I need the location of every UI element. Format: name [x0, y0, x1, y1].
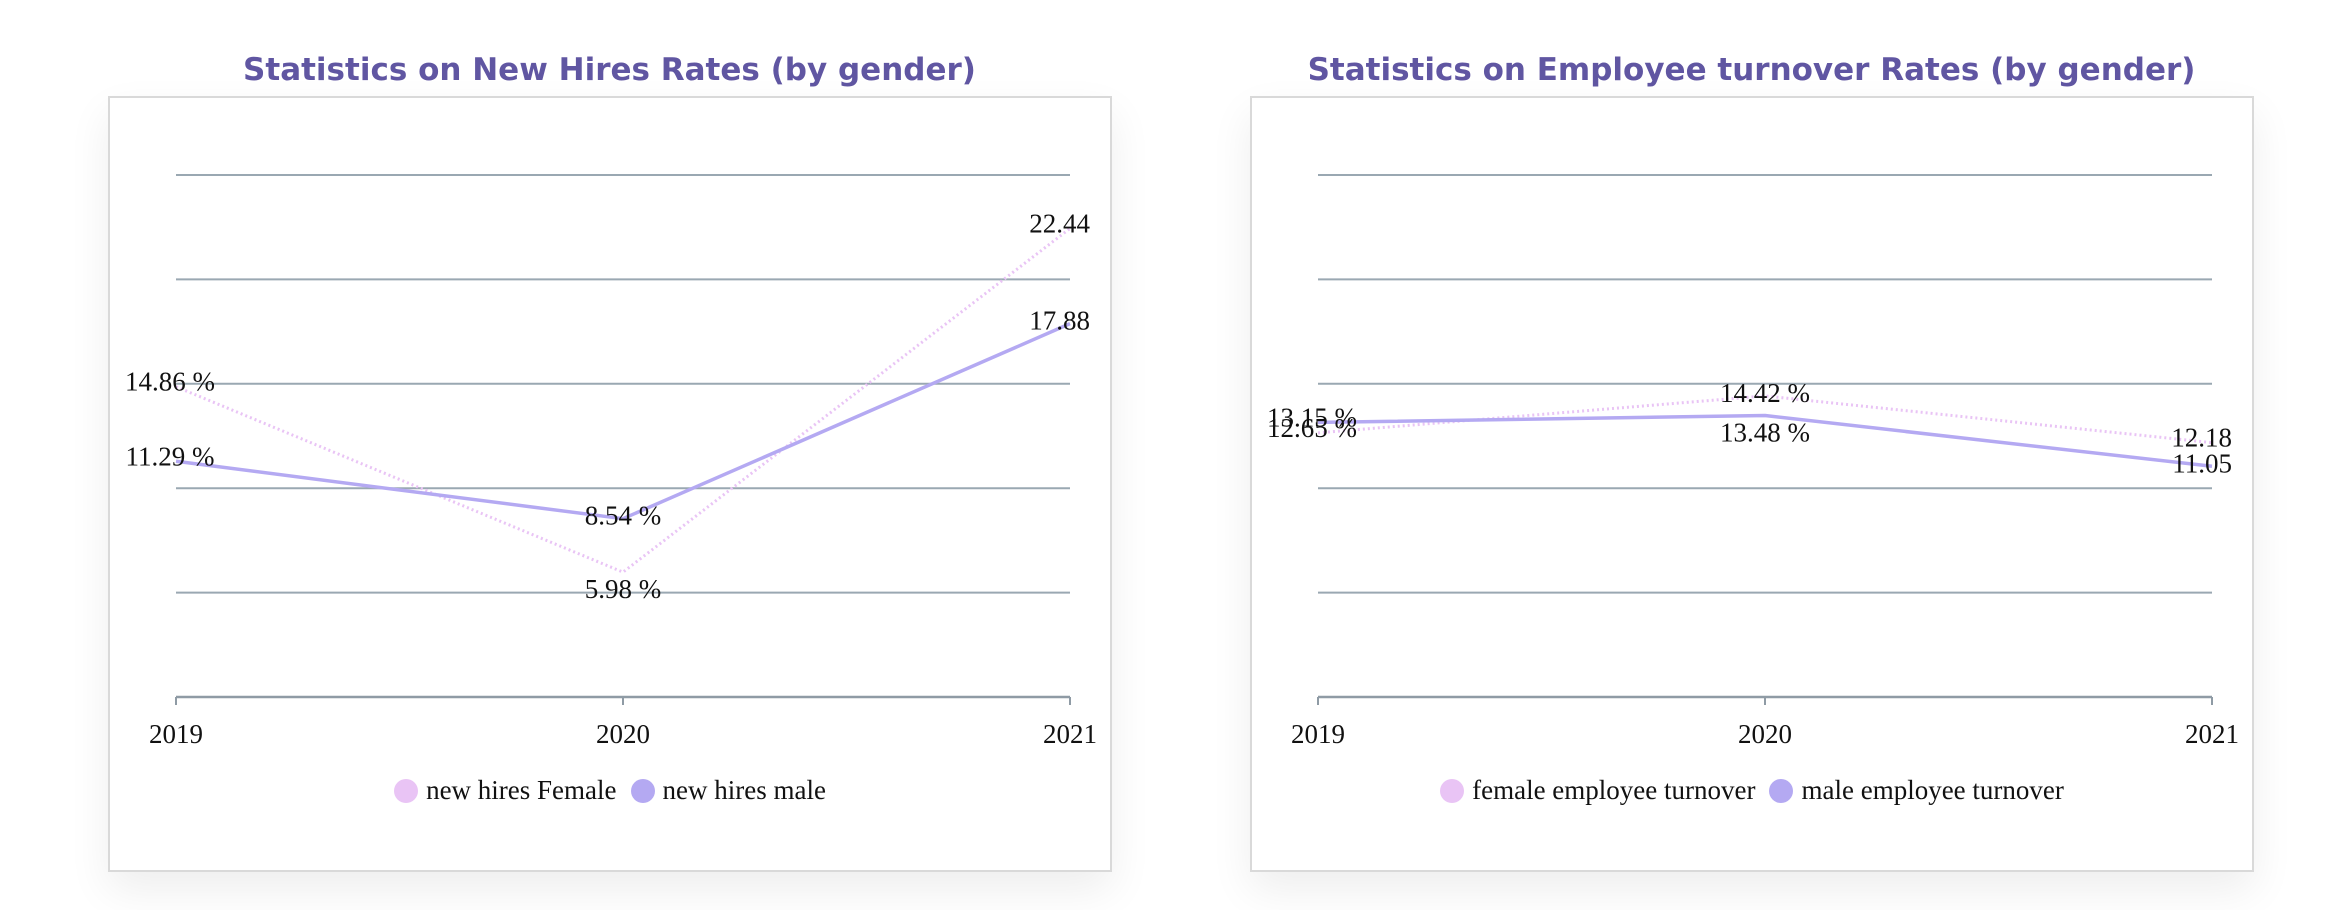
chart-plot: 2019 2020 2021 12.65 % 14.42 % 12.18 13.15 % 13… [1267, 174, 2239, 749]
data-label: 14.42 % [1720, 378, 1810, 408]
legend-item-female[interactable]: new hires Female [394, 775, 617, 806]
legend-item-male[interactable]: male employee turnover [1769, 775, 2064, 806]
legend-swatch [394, 778, 419, 803]
data-label: 14.86 % [125, 367, 215, 397]
x-tick-label: 2020 [596, 719, 650, 749]
x-tick-label: 2021 [2185, 719, 2239, 749]
chart-legend: new hires Female new hires male [110, 775, 1110, 806]
chart-legend: female employee turnover male employee t… [1252, 775, 2252, 806]
chart-panel-new-hires: Statistics on New Hires Rates (by gender… [108, 0, 1112, 910]
data-label: 11.29 % [126, 441, 215, 471]
chart-frame: 2019 2020 2021 14.86 % 5.98 % 22.44 11.29 % 8.5… [108, 96, 1112, 872]
x-tick-label: 2019 [149, 719, 203, 749]
gridlines [176, 174, 1070, 699]
data-label: 13.15 % [1267, 402, 1357, 432]
chart-title: Statistics on New Hires Rates (by gender… [243, 52, 976, 88]
x-tick-label: 2021 [1043, 719, 1097, 749]
x-tick-label: 2020 [1738, 719, 1792, 749]
chart-frame: 2019 2020 2021 12.65 % 14.42 % 12.18 13.15 % 13… [1250, 96, 2254, 872]
chart-plot: 2019 2020 2021 14.86 % 5.98 % 22.44 11.29 % 8.5… [125, 174, 1097, 749]
x-axis: 2019 2020 2021 [149, 697, 1097, 749]
data-label: 5.98 % [585, 574, 662, 604]
legend-swatch [1440, 778, 1465, 803]
x-axis: 2019 2020 2021 [1291, 697, 2239, 749]
data-label: 12.65 % [1267, 413, 1357, 443]
legend-label: new hires Female [426, 775, 617, 805]
series-line-male [175, 322, 1071, 521]
data-label: 8.54 % [585, 501, 662, 531]
legend-swatch [630, 778, 655, 803]
chart-panel-turnover: Statistics on Employee turnover Rates (b… [1250, 0, 2254, 910]
series-line-female [175, 227, 1071, 574]
legend-label: female employee turnover [1472, 775, 1756, 805]
data-label: 13.48 % [1720, 418, 1810, 448]
legend-item-male[interactable]: new hires male [630, 775, 826, 806]
legend-label: male employee turnover [1801, 775, 2064, 805]
legend-swatch [1769, 778, 1794, 803]
data-label: 11.05 [2172, 448, 2232, 478]
chart-title: Statistics on Employee turnover Rates (b… [1307, 52, 2196, 88]
legend-label: new hires male [662, 775, 826, 805]
series-line-male [1317, 413, 2213, 469]
legend-item-female[interactable]: female employee turnover [1440, 775, 1755, 806]
data-label: 17.88 [1029, 306, 1090, 336]
data-label: 22.44 [1029, 208, 1090, 238]
data-label: 12.18 [2171, 423, 2232, 453]
x-tick-label: 2019 [1291, 719, 1345, 749]
